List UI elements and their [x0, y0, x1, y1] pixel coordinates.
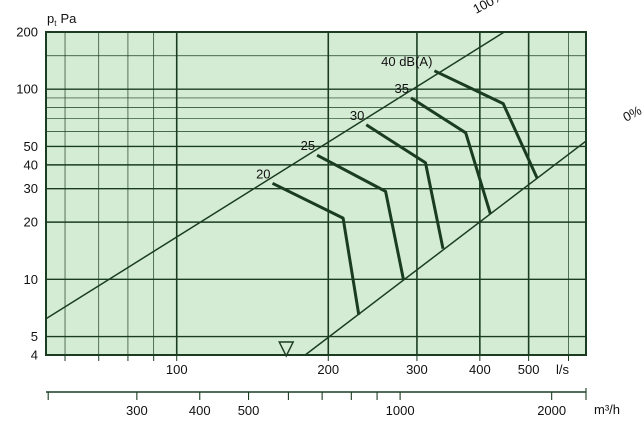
y-tick-label: 4 — [31, 348, 38, 363]
x-tick-label: 200 — [317, 362, 339, 377]
y-tick-label: 50 — [24, 139, 38, 154]
m3h-tick-label: 1000 — [386, 403, 415, 418]
x-tick-label: 300 — [406, 362, 428, 377]
sound-curve — [410, 96, 492, 215]
x-tick-label: 500 — [518, 362, 540, 377]
x-axis-unit-ls: l/s — [556, 362, 570, 377]
sound-curve-label: 20 — [256, 166, 270, 181]
opening-line — [46, 32, 506, 320]
x-axis-unit-m3h: m³/h — [594, 402, 620, 417]
opening-label-0: 0% — [620, 102, 644, 124]
sound-curve — [316, 153, 405, 280]
m3h-axis: 300 400 500 1000 2000 — [46, 388, 587, 418]
x-tick-label: 100 — [166, 362, 188, 377]
y-tick-label: 5 — [31, 329, 38, 344]
sound-curve — [433, 69, 539, 179]
sound-curve-label: 30 — [350, 108, 364, 123]
y-axis-label: pt Pa — [47, 11, 77, 28]
sound-curve — [365, 123, 445, 249]
opening-label-100: 100% — [470, 0, 507, 17]
y-tick-label: 30 — [24, 181, 38, 196]
m3h-tick-label: 2000 — [537, 403, 566, 418]
sound-curve-label: 25 — [301, 138, 315, 153]
x-tick-labels: 100 200 300 400 500 — [64, 355, 569, 377]
opening-line — [304, 140, 586, 355]
sound-curve-label: 40 dB(A) — [381, 54, 432, 69]
plot-background — [46, 32, 586, 355]
x-tick-label: 400 — [469, 362, 491, 377]
data-lines — [46, 32, 586, 355]
y-tick-label: 200 — [16, 25, 38, 40]
m3h-tick-label: 300 — [126, 403, 148, 418]
y-tick-label: 40 — [24, 157, 38, 172]
sound-curve — [271, 181, 361, 316]
plot-frame — [45, 31, 587, 356]
m3h-tick-label: 500 — [238, 403, 260, 418]
sound-curve-label: 35 — [395, 81, 409, 96]
y-tick-labels: 4 5 10 20 30 40 50 100 200 — [16, 25, 38, 363]
m3h-tick-label: 400 — [189, 403, 211, 418]
marker-triangle — [278, 341, 295, 358]
y-tick-label: 20 — [24, 215, 38, 230]
y-tick-label: 100 — [16, 82, 38, 97]
y-tick-label: 10 — [24, 272, 38, 287]
